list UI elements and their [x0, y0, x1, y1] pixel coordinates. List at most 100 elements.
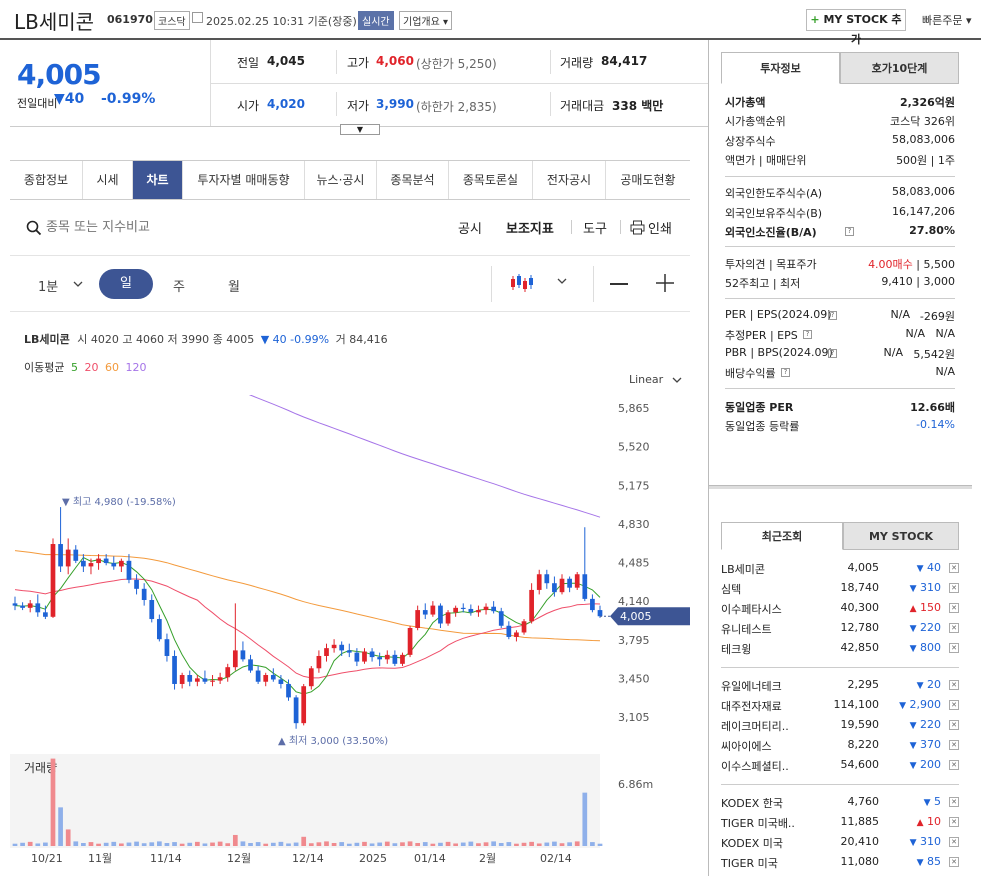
- period-month[interactable]: 월: [228, 280, 240, 295]
- indicator-tool[interactable]: 보조지표: [506, 222, 554, 237]
- up-arrow-icon: ▲: [909, 604, 917, 614]
- company-overview-button[interactable]: 기업개요 ▾: [399, 11, 452, 30]
- recent-stock-item[interactable]: 이수페타시스 40,300 ▲ 150 ✕: [721, 601, 959, 621]
- recent-stock-name: TIGER 미국: [721, 857, 778, 870]
- candle-body: [506, 625, 512, 637]
- tab-overview[interactable]: 종합정보: [10, 161, 83, 199]
- sector-rate-row[interactable]: 동일업종 등락률 -0.14%: [725, 418, 955, 436]
- close-icon[interactable]: ✕: [949, 857, 959, 867]
- recent-stock-price: 4,005: [847, 561, 880, 574]
- tab-mystock[interactable]: MY STOCK: [843, 522, 959, 550]
- price-summary: 4,005 전일대비 ▼40 -0.99% 전일 4,045 고가 4,060 …: [10, 40, 708, 135]
- print-tool[interactable]: 인쇄: [648, 222, 672, 237]
- close-icon[interactable]: ✕: [949, 603, 959, 613]
- recent-stock-item[interactable]: LB세미콘 4,005 ▼ 40 ✕: [721, 561, 959, 581]
- chevron-down-icon[interactable]: [73, 281, 83, 287]
- help-icon[interactable]: ?: [803, 330, 812, 339]
- volume-bar: [141, 843, 147, 846]
- high-value: 4,060: [376, 54, 414, 68]
- print-icon[interactable]: [630, 220, 645, 235]
- recent-stock-item[interactable]: KODEX 한국 4,760 ▼ 5 ✕: [721, 795, 959, 815]
- tab-chart[interactable]: 차트: [133, 161, 183, 199]
- sector-per-row[interactable]: 동일업종 PER 12.66배: [725, 399, 955, 417]
- volume-pane: [10, 754, 600, 848]
- close-icon[interactable]: ✕: [949, 817, 959, 827]
- recent-stock-item[interactable]: 유니테스트 12,780 ▼ 220 ✕: [721, 621, 959, 641]
- candle-body: [141, 588, 147, 601]
- volume-bar: [156, 841, 162, 846]
- help-icon[interactable]: ?: [845, 227, 854, 236]
- close-icon[interactable]: ✕: [949, 740, 959, 750]
- volume-bar: [12, 843, 18, 846]
- add-mystock-button[interactable]: + MY STOCK 추가: [806, 9, 906, 46]
- low-marker: ▲ 최저 3,000 (33.50%): [278, 735, 388, 747]
- help-icon[interactable]: ?: [828, 349, 837, 358]
- close-icon[interactable]: ✕: [949, 720, 959, 730]
- close-icon[interactable]: ✕: [949, 797, 959, 807]
- foreign-row-value: 27.80%: [909, 224, 955, 237]
- close-icon[interactable]: ✕: [949, 623, 959, 633]
- per-row-value2: N/A: [935, 327, 955, 340]
- close-icon[interactable]: ✕: [949, 837, 959, 847]
- tab-disclosure[interactable]: 전자공시: [533, 161, 606, 199]
- quick-order-button[interactable]: 빠른주문 ▾: [922, 14, 972, 27]
- recent-stock-item[interactable]: 유일에너테크 2,295 ▼ 20 ✕: [721, 678, 959, 698]
- candle-body: [156, 619, 162, 640]
- volume-bar: [529, 841, 534, 846]
- recent-stock-item[interactable]: 이수스페셜티.. 54,600 ▼ 200 ✕: [721, 758, 959, 778]
- price-chart[interactable]: 5,865 5,520 5,175 4,830 4,485 4,140 3,795 3,450…: [10, 395, 700, 876]
- recent-stock-item[interactable]: 심텍 18,740 ▼ 310 ✕: [721, 581, 959, 601]
- invest-row: 시가총액 2,326억원: [725, 94, 955, 112]
- volume-bar: [255, 842, 261, 846]
- scale-selector[interactable]: Linear: [629, 373, 682, 386]
- compare-search-input[interactable]: [46, 214, 326, 240]
- close-icon[interactable]: ✕: [949, 563, 959, 573]
- close-icon[interactable]: ✕: [949, 583, 959, 593]
- period-week[interactable]: 주: [173, 280, 185, 295]
- volume-bar: [400, 842, 405, 846]
- chevron-down-icon[interactable]: [557, 278, 567, 284]
- candlestick-type-icon[interactable]: [510, 272, 534, 294]
- zoom-in-button[interactable]: [656, 274, 674, 292]
- tab-news[interactable]: 뉴스·공시: [305, 161, 377, 199]
- recent-stock-item[interactable]: 씨아이에스 8,220 ▼ 370 ✕: [721, 738, 959, 758]
- recent-stock-price: 19,590: [840, 718, 880, 731]
- help-icon[interactable]: ?: [828, 311, 837, 320]
- help-icon[interactable]: ?: [781, 368, 790, 377]
- recent-stock-change: ▼ 5: [924, 795, 941, 808]
- candle-body: [35, 603, 41, 613]
- zoom-out-button[interactable]: [610, 283, 628, 285]
- x-axis-tick: 01/14: [414, 852, 446, 865]
- recent-stock-item[interactable]: TIGER 미국 11,080 ▼ 85 ✕: [721, 855, 959, 875]
- tab-quotes[interactable]: 시세: [83, 161, 133, 199]
- close-icon[interactable]: ✕: [949, 760, 959, 770]
- stock-header: LB세미콘 061970 코스닥 2025.02.25 10:31 기준(장중)…: [0, 0, 981, 46]
- candle-body: [430, 605, 436, 615]
- candle-body: [392, 654, 398, 664]
- tab-discussion[interactable]: 종목토론실: [449, 161, 533, 199]
- divider: [725, 298, 955, 299]
- period-day[interactable]: 일: [99, 269, 153, 299]
- recent-stock-item[interactable]: TIGER 미국배.. 11,885 ▲ 10 ✕: [721, 815, 959, 835]
- tab-investor-trends[interactable]: 투자자별 매매동향: [183, 161, 305, 199]
- tab-short-selling[interactable]: 공매도현황: [620, 173, 676, 187]
- recent-stock-item[interactable]: KODEX 미국 20,410 ▼ 310 ✕: [721, 835, 959, 855]
- tab-orderbook[interactable]: 호가10단계: [840, 52, 959, 84]
- upper-limit: (상한가 5,250): [416, 57, 497, 71]
- recent-stock-item[interactable]: 테크윙 42,850 ▼ 800 ✕: [721, 641, 959, 661]
- tab-recent[interactable]: 최근조회: [721, 522, 843, 550]
- legend-ohlc: 시 4020 고 4060 저 3990 종 4005: [77, 333, 255, 346]
- tab-invest-info[interactable]: 투자정보: [721, 52, 840, 84]
- drawing-tool[interactable]: 도구: [583, 222, 607, 237]
- disclosure-tool[interactable]: 공시: [458, 222, 482, 237]
- close-icon[interactable]: ✕: [949, 680, 959, 690]
- tab-analysis[interactable]: 종목분석: [377, 161, 449, 199]
- y-axis-tick: 3,795: [618, 634, 650, 647]
- expand-chevron-icon[interactable]: ▼: [340, 124, 380, 135]
- recent-stock-item[interactable]: 대주전자재료 114,100 ▼ 2,900 ✕: [721, 698, 959, 718]
- close-icon[interactable]: ✕: [949, 700, 959, 710]
- recent-stock-item[interactable]: 레이크머티리.. 19,590 ▼ 220 ✕: [721, 718, 959, 738]
- close-icon[interactable]: ✕: [949, 643, 959, 653]
- period-minute[interactable]: 1분: [38, 280, 59, 295]
- recent-stock-change: ▼ 370: [910, 738, 941, 751]
